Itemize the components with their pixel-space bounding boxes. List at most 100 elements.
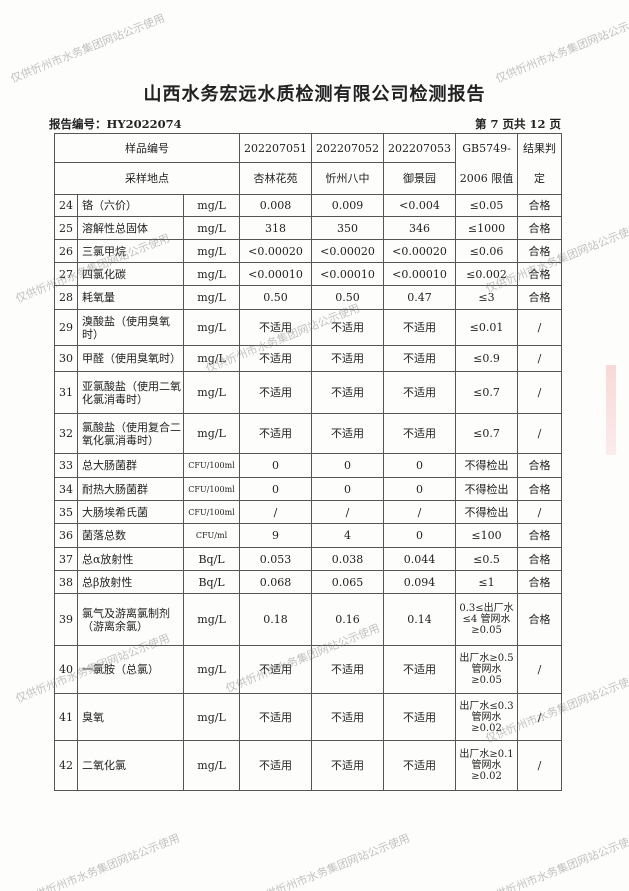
table-row: 32 氯酸盐（使用复合二氧化氯消毒时） mg/L 不适用 不适用 不适用 ≤0.7/ xyxy=(54,413,563,454)
value-2: 0.038 xyxy=(311,547,385,571)
row-number: 30 xyxy=(54,345,78,372)
item-name: 大肠埃希氏菌 xyxy=(77,500,184,524)
header-row-location: 采样地点 杏林花苑 忻州八中 御景园 xyxy=(53,162,562,195)
standard-limit: ≤0.9 xyxy=(455,345,519,372)
row-number: 39 xyxy=(54,593,78,646)
watermark: 仅供忻州市水务集团网站公示使用 xyxy=(493,11,629,86)
value-1: 0 xyxy=(239,477,313,501)
value-3: 不适用 xyxy=(383,740,457,791)
row-number: 34 xyxy=(54,477,78,501)
location: 杏林花苑 xyxy=(239,162,313,195)
result-header: 结果判定 xyxy=(517,133,563,195)
item-name: 耗氧量 xyxy=(77,285,184,310)
value-1: 0.50 xyxy=(239,285,313,310)
page-info: 第 7 页共 12 页 xyxy=(474,117,561,131)
row-number: 40 xyxy=(54,645,78,694)
item-name: 氯气及游离氯制剂（游离余氯） xyxy=(77,593,184,646)
sample-no: 202207052 xyxy=(311,133,385,163)
table-row: 37 总α放射性 Bq/L 0.053 0.038 0.044 ≤0.5 合格 xyxy=(54,547,563,571)
item-name: 亚氯酸盐（使用二氧化氯消毒时） xyxy=(77,371,184,414)
unit: Bq/L xyxy=(182,547,241,571)
standard-limit: 不得检出 xyxy=(455,477,519,501)
standard-limit: ≤1 xyxy=(455,570,519,594)
value-2: 不适用 xyxy=(311,740,385,791)
value-2: <0.00010 xyxy=(311,262,385,286)
item-name: 二氧化氯 xyxy=(77,740,184,791)
item-name: 总α放射性 xyxy=(77,547,184,571)
unit: mg/L xyxy=(182,371,241,414)
value-1: <0.00020 xyxy=(239,239,313,263)
sample-no: 202207053 xyxy=(383,133,457,163)
row-number: 38 xyxy=(54,570,78,594)
value-3: <0.00010 xyxy=(383,262,457,286)
value-2: 0 xyxy=(311,453,385,478)
unit: CFU/ml xyxy=(182,523,241,548)
location-label: 采样地点 xyxy=(53,162,241,195)
value-3: <0.00020 xyxy=(383,239,457,263)
item-name: 菌落总数 xyxy=(77,523,184,548)
value-1: <0.00010 xyxy=(239,262,313,286)
value-3: 不适用 xyxy=(383,413,457,454)
item-name: 耐热大肠菌群 xyxy=(77,477,184,501)
row-number: 24 xyxy=(54,194,78,217)
watermark: 仅供忻州市水务集团网站公示使用 xyxy=(483,831,629,891)
row-number: 26 xyxy=(54,239,78,263)
value-1: 9 xyxy=(239,523,313,548)
seal-mark xyxy=(606,365,616,455)
table-row: 35 大肠埃希氏菌 CFU/100ml / / / 不得检出 / xyxy=(54,500,563,524)
value-1: 318 xyxy=(239,216,313,240)
value-2: <0.00020 xyxy=(311,239,385,263)
result: 合格 xyxy=(517,453,563,478)
value-1: 不适用 xyxy=(239,309,313,346)
value-2: 不适用 xyxy=(311,371,385,414)
table-row: 36 菌落总数 CFU/ml 9 4 0 ≤100 合格 xyxy=(54,523,563,548)
row-number: 33 xyxy=(54,453,78,478)
value-3: 不适用 xyxy=(383,645,457,694)
unit: Bq/L xyxy=(182,570,241,594)
unit: CFU/100ml xyxy=(182,500,241,524)
value-2: 0.50 xyxy=(311,285,385,310)
table-row: 29 溴酸盐（使用臭氧时） mg/L 不适用 不适用 不适用 ≤0.01/ xyxy=(54,309,563,346)
row-number: 29 xyxy=(54,309,78,346)
sample-no: 202207051 xyxy=(239,133,313,163)
standard-limit: ≤0.5 xyxy=(455,547,519,571)
report-number: 报告编号：HY2022074 xyxy=(49,117,182,131)
table-row: 25 溶解性总固体 mg/L 318 350 346 ≤1000 合格 xyxy=(54,216,563,240)
standard-limit: 0.3≤出厂水≤4 管网水≥0.05 xyxy=(455,593,519,646)
result: 合格 xyxy=(517,477,563,501)
item-name: 溴酸盐（使用臭氧时） xyxy=(77,309,184,346)
row-number: 36 xyxy=(54,523,78,548)
row-number: 27 xyxy=(54,262,78,286)
row-number: 32 xyxy=(54,413,78,454)
item-name: 三氯甲烷 xyxy=(77,239,184,263)
result: 合格 xyxy=(517,285,563,310)
value-2: 0 xyxy=(311,477,385,501)
header-row-sample: 样品编号 202207051 202207052 202207053 GB574… xyxy=(53,133,563,195)
value-3: 不适用 xyxy=(383,345,457,372)
value-3: 0 xyxy=(383,523,457,548)
result: 合格 xyxy=(517,547,563,571)
value-2: 0.065 xyxy=(311,570,385,594)
result: 合格 xyxy=(517,239,563,263)
value-1: 不适用 xyxy=(239,740,313,791)
standard-limit: ≤0.05 xyxy=(455,194,519,217)
item-name: 铬（六价） xyxy=(77,194,184,217)
results-table: 样品编号 202207051 202207052 202207053 GB574… xyxy=(53,133,563,791)
unit: mg/L xyxy=(182,262,241,286)
value-3: / xyxy=(383,500,457,524)
value-1: 不适用 xyxy=(239,413,313,454)
table-row: 40 一氯胺（总氯） mg/L 不适用 不适用 不适用 出厂水≥0.5 管网水≥0.05/ xyxy=(54,645,563,694)
table-row: 28 耗氧量 mg/L 0.50 0.50 0.47 ≤3 合格 xyxy=(54,285,563,310)
table-row: 31 亚氯酸盐（使用二氧化氯消毒时） mg/L 不适用 不适用 不适用 ≤0.7/ xyxy=(54,371,563,414)
value-3: 不适用 xyxy=(383,371,457,414)
result: 合格 xyxy=(517,262,563,286)
value-3: 不适用 xyxy=(383,693,457,741)
result: 合格 xyxy=(517,194,563,217)
standard-limit: 不得检出 xyxy=(455,453,519,478)
value-3: 0 xyxy=(383,453,457,478)
result: / xyxy=(517,413,563,454)
table-row: 39 氯气及游离氯制剂（游离余氯） mg/L 0.18 0.16 0.14 0.3≤出厂水≤… xyxy=(54,593,563,646)
sample-no-label: 样品编号 xyxy=(53,133,241,163)
value-3: <0.004 xyxy=(383,194,457,217)
value-3: 0.044 xyxy=(383,547,457,571)
